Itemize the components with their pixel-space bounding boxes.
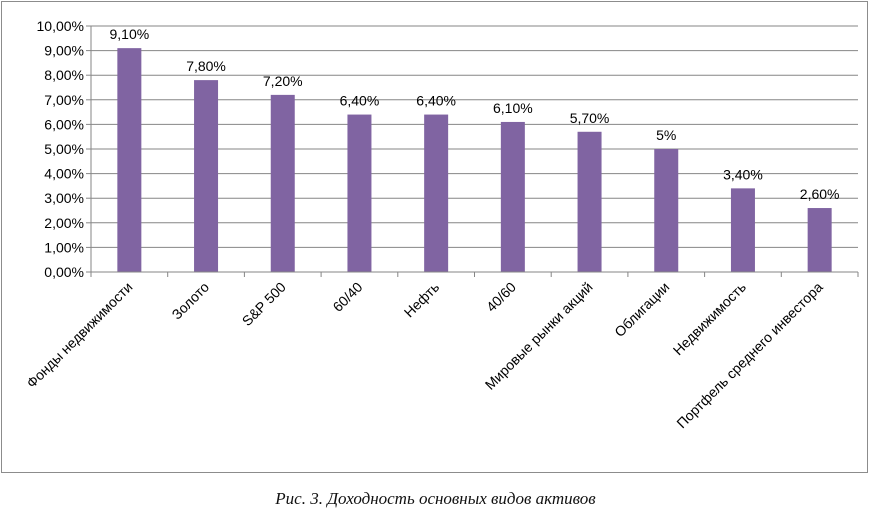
- bar: [117, 48, 142, 272]
- x-category-label: Портфель среднего инвестора: [673, 279, 826, 432]
- bar: [730, 188, 755, 272]
- y-tick-label: 1,00%: [44, 239, 84, 255]
- data-label: 6,10%: [493, 100, 533, 116]
- y-tick-label: 9,00%: [44, 43, 84, 59]
- y-tick-label: 6,00%: [44, 116, 84, 132]
- data-label: 5,70%: [570, 110, 610, 126]
- data-label: 5%: [656, 127, 676, 143]
- data-label: 9,10%: [109, 26, 149, 42]
- data-label: 2,60%: [800, 186, 840, 202]
- x-category-label: Золото: [168, 279, 212, 323]
- y-tick-label: 4,00%: [44, 166, 84, 182]
- y-tick-label: 3,00%: [44, 190, 84, 206]
- bar: [807, 208, 832, 272]
- y-tick-label: 10,00%: [37, 18, 84, 34]
- x-category-label: S&P 500: [239, 279, 289, 329]
- bar: [577, 131, 602, 272]
- y-tick-label: 2,00%: [44, 215, 84, 231]
- figure-caption: Рис. 3. Доходность основных видов активо…: [275, 489, 596, 508]
- bar: [347, 114, 372, 272]
- bar: [424, 114, 449, 272]
- x-category-label: Недвижимость: [670, 279, 749, 358]
- data-label: 7,20%: [263, 73, 303, 89]
- data-label: 7,80%: [186, 58, 226, 74]
- bar: [270, 94, 295, 272]
- data-label: 3,40%: [723, 166, 763, 182]
- bar: [654, 149, 679, 272]
- y-tick-label: 5,00%: [44, 141, 84, 157]
- data-label: 6,40%: [416, 93, 456, 109]
- data-label: 6,40%: [340, 93, 380, 109]
- y-tick-label: 7,00%: [44, 92, 84, 108]
- bar: [194, 80, 219, 273]
- x-category-label: Фонды недвижимости: [23, 279, 135, 391]
- x-category-label: 60/40: [329, 279, 365, 315]
- x-category-label: Нефть: [401, 279, 443, 321]
- bar: [500, 121, 525, 272]
- y-tick-label: 0,00%: [44, 264, 84, 280]
- x-category-label: Облигации: [611, 279, 672, 340]
- x-category-label: 40/60: [483, 279, 519, 315]
- y-tick-label: 8,00%: [44, 67, 84, 83]
